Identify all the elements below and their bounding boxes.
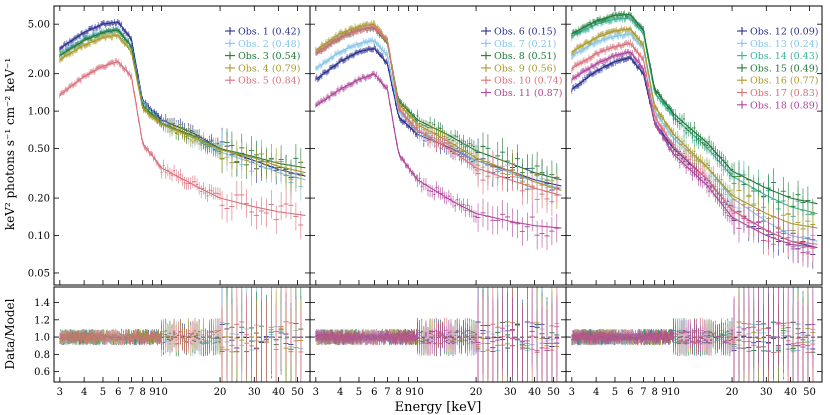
y-tick-label: 0.6 [34, 367, 50, 378]
ratio-plot-1 [54, 287, 310, 382]
x-axis-label: Energy [keV] [395, 400, 482, 415]
legend: Obs. 1 (0.42)Obs. 2 (0.48)Obs. 3 (0.54)O… [225, 27, 300, 87]
series-Obs. 8 (0.51) [315, 24, 562, 195]
residual-series-Obs. 5 (0.84) [59, 287, 304, 382]
y-tick-label: 0.20 [28, 194, 50, 205]
ratio-plot-2 [310, 287, 566, 382]
legend-label: Obs. 3 (0.54) [238, 51, 300, 62]
legend-label: Obs. 4 (0.79) [238, 63, 300, 74]
y-tick-label: 0.50 [28, 144, 50, 155]
legend-label: Obs. 2 (0.48) [238, 39, 300, 50]
series-Obs. 11 (0.87) [315, 70, 562, 251]
x-tick-label: 30 [248, 387, 261, 398]
legend-label: Obs. 5 (0.84) [238, 76, 300, 87]
y-tick-label: 0.05 [28, 268, 50, 279]
x-tick-label: 50 [291, 387, 304, 398]
y-tick-label: 5.00 [28, 20, 50, 31]
y-tick-label: 0.8 [34, 350, 50, 361]
x-tick-label: 9 [149, 387, 155, 398]
x-tick-label: 7 [128, 387, 134, 398]
panel-1: 3 4 5 6 7 8 9 10 20 30 40 50 0.05 0.10 0.20 0.50 1.00 2.0… [28, 5, 311, 398]
model-curve [59, 61, 306, 216]
series-Obs. 4 (0.79) [59, 31, 306, 194]
y-tick-label: 1.2 [34, 315, 50, 326]
y-axis-label-top: keV² photons s⁻¹ cm⁻² keV⁻¹ [3, 58, 17, 230]
y-tick-label: 1.0 [34, 333, 50, 344]
legend-label: Obs. 1 (0.42) [238, 27, 300, 38]
y-tick-label: 1.00 [28, 107, 50, 118]
x-tick-label: 10 [155, 387, 168, 398]
x-tick-label: 6 [115, 387, 121, 398]
model-curve [315, 73, 562, 229]
y-tick-label: 1.4 [34, 298, 50, 309]
series-Obs. 10 (0.74) [315, 22, 562, 216]
series-Obs. 5 (0.84) [59, 58, 306, 240]
model-curve [315, 26, 562, 196]
spectra-plot-1 [59, 18, 306, 240]
x-tick-label: 4 [81, 387, 87, 398]
y-axis-label-bottom: Data/Model [3, 298, 17, 369]
x-tick-label: 40 [272, 387, 285, 398]
x-tick-label: 8 [139, 387, 145, 398]
x-tick-label: 5 [100, 387, 106, 398]
y-tick-label: 2.00 [28, 69, 50, 80]
x-tick-label: 3 [57, 387, 63, 398]
spectra-plot-2 [315, 20, 562, 251]
y-tick-label: 0.10 [28, 231, 50, 242]
model-curve [59, 34, 306, 174]
x-tick-label: 20 [214, 387, 227, 398]
